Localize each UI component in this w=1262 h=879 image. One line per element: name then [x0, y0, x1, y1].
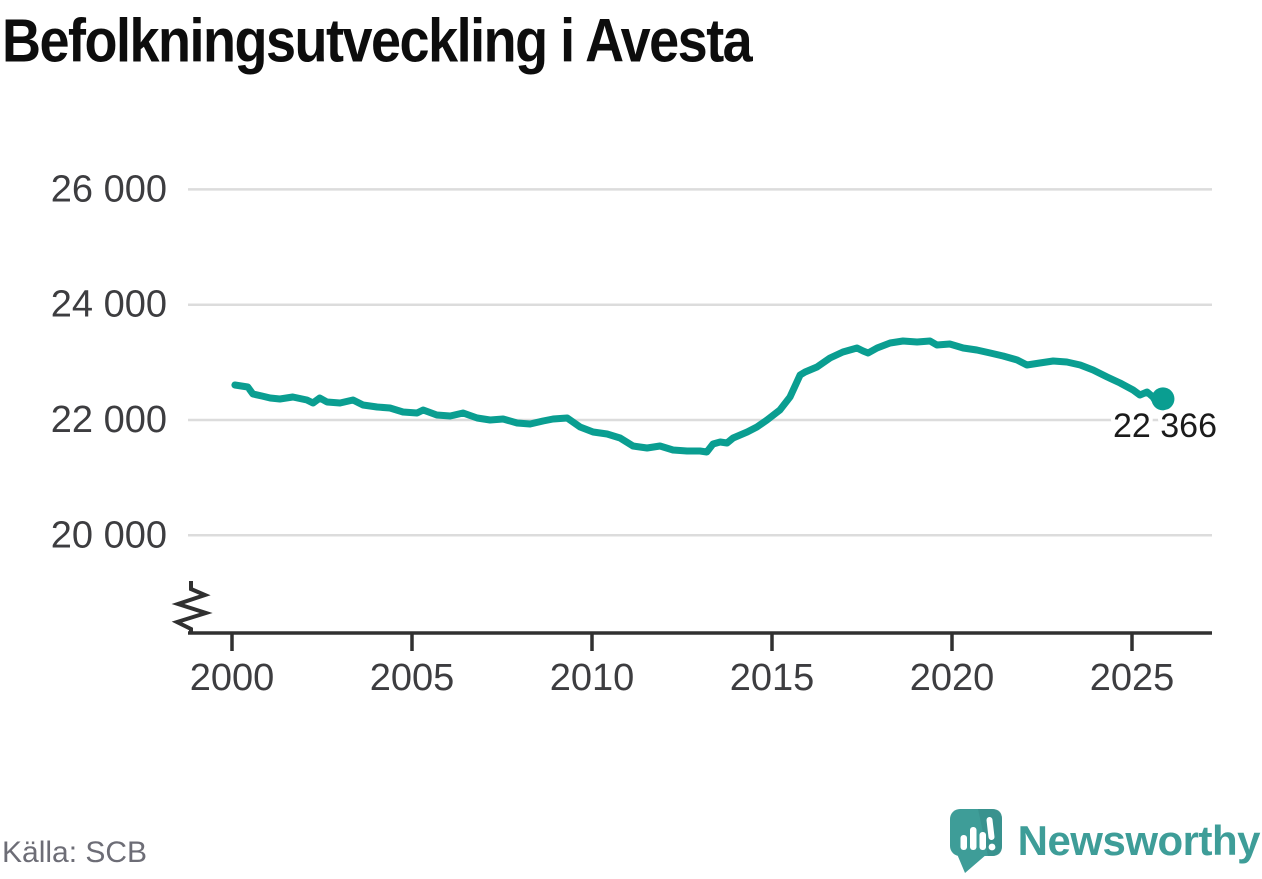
newsworthy-wordmark: Newsworthy: [1017, 817, 1261, 864]
x-tick-label: 2000: [190, 657, 275, 699]
last-point-marker: [1151, 387, 1175, 411]
x-axis-labels: 2000 2005 2010 2015 2020 2025: [190, 657, 1175, 699]
x-tick-label: 2020: [910, 657, 995, 699]
x-tick-label: 2015: [730, 657, 815, 699]
y-tick-label: 20 000: [51, 514, 167, 556]
bar-tall: [969, 827, 977, 850]
population-line-chart: 20 000 22 000 24 000 26 000 2000 2005 2010 201…: [50, 168, 1221, 699]
population-line: [231, 337, 1167, 456]
y-axis-break-icon: [171, 581, 213, 634]
x-tick-label: 2005: [370, 657, 455, 699]
bar-medium: [979, 832, 986, 850]
data-series: 22 366: [231, 337, 1221, 456]
x-axis-ticks: [230, 633, 1134, 651]
gridlines: [188, 188, 1212, 537]
newsworthy-logo: Newsworthy: [948, 806, 1261, 876]
bar-short: [960, 835, 967, 850]
y-axis-labels: 20 000 22 000 24 000 26 000: [51, 168, 167, 556]
exclamation-dot: [988, 843, 996, 851]
y-tick-label: 26 000: [51, 168, 167, 210]
page-title: Befolkningsutveckling i Avesta: [2, 7, 753, 75]
x-tick-label: 2025: [1090, 657, 1175, 699]
newsworthy-bubble-icon: [949, 809, 1002, 873]
source-note: Källa: SCB: [2, 836, 148, 869]
y-tick-label: 24 000: [51, 284, 167, 326]
last-value-label: 22 366: [1113, 407, 1217, 445]
y-tick-label: 22 000: [51, 399, 167, 441]
x-tick-label: 2010: [550, 657, 635, 699]
exclamation-line: [986, 817, 995, 840]
